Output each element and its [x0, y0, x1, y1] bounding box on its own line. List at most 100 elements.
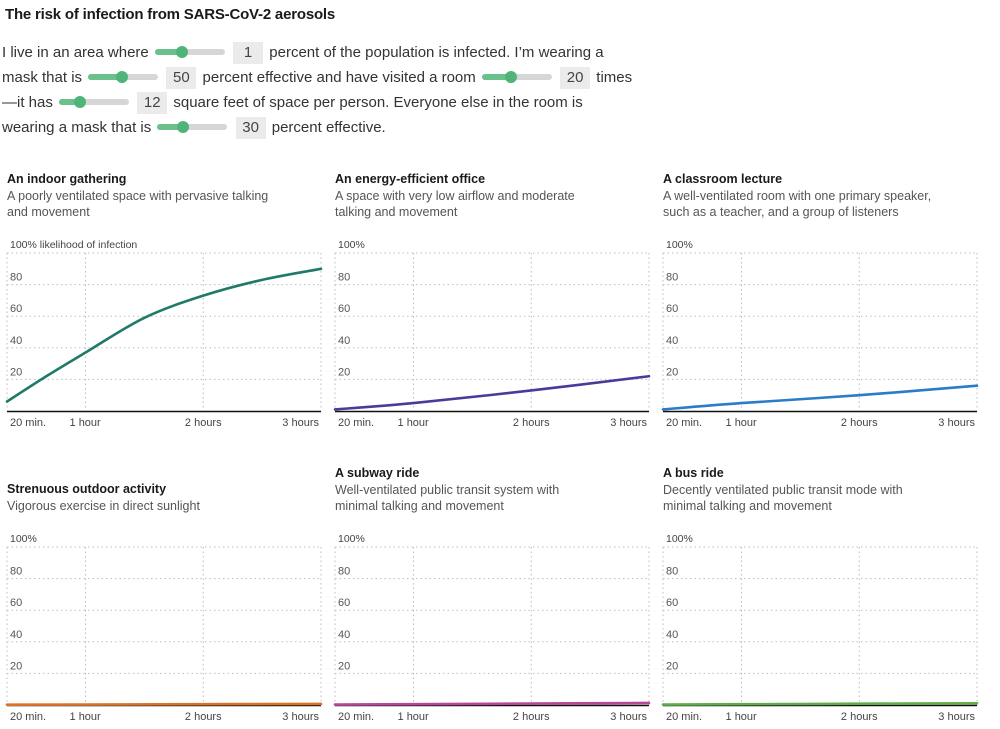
chart-an-indoor-gathering: 100% likelihood of infection 80 60 40 20 20 m…: [5, 239, 323, 429]
y-tick-label: 80: [338, 272, 350, 284]
x-tick-label: 2 hours: [841, 711, 878, 723]
x-tick-label: 2 hours: [513, 711, 550, 723]
x-tick-label: 1 hour: [70, 711, 102, 723]
chart-strenuous-outdoor-activity: 100% 80 60 40 20 20 min. 1 hour 2 hours 3 hours: [5, 533, 323, 723]
series-line-a-subway-ride: [333, 701, 651, 706]
y-tick-label: 60: [666, 303, 678, 315]
chart-subtitle: A well-ventilated room with one primary …: [663, 188, 993, 220]
space-slider[interactable]: [59, 96, 130, 109]
infected-slider[interactable]: [154, 46, 225, 59]
chart-title: A classroom lecture: [663, 172, 783, 186]
y-tick-label: 20: [666, 660, 678, 672]
chart-subtitle-line: such as a teacher, and a group of listen…: [663, 205, 899, 219]
chart-subtitle-line: and movement: [7, 205, 90, 219]
x-tick-label: 1 hour: [726, 711, 758, 723]
chart-title: Strenuous outdoor activity: [7, 482, 167, 496]
intro-text: —it has: [2, 94, 53, 111]
y-tick-label: 80: [666, 272, 678, 284]
chart-subtitle-line: A well-ventilated room with one primary …: [663, 189, 932, 203]
chart-subtitle-line: talking and movement: [335, 205, 458, 219]
y-tick-label: 60: [338, 303, 350, 315]
x-tick-label: 2 hours: [841, 417, 878, 429]
y-tick-label: 80: [10, 272, 22, 284]
y-tick-label: 40: [10, 335, 22, 347]
y-tick-label: 60: [10, 303, 22, 315]
chart-subtitle-line: Vigorous exercise in direct sunlight: [7, 499, 200, 513]
x-tick-label: 2 hours: [513, 417, 550, 429]
chart-subtitle: A poorly ventilated space with pervasive…: [7, 188, 337, 220]
x-tick-label: 2 hours: [185, 711, 222, 723]
intro-text: I live in an area where: [2, 44, 149, 61]
y-tick-label: 60: [10, 597, 22, 609]
x-tick-label: 20 min.: [10, 711, 46, 723]
chart-subtitle-line: Well-ventilated public transit system wi…: [335, 483, 560, 497]
y-axis-top-label: 100%: [10, 533, 37, 545]
chart-subtitle-line: minimal talking and movement: [663, 499, 832, 513]
visits-slider[interactable]: [481, 71, 552, 84]
x-tick-label: 1 hour: [726, 417, 758, 429]
slider-track[interactable]: [59, 99, 130, 106]
x-tick-label: 20 min.: [666, 417, 702, 429]
intro-text: percent effective and have visited a roo…: [202, 69, 476, 86]
chart-subtitle-line: A poorly ventilated space with pervasive…: [7, 189, 269, 203]
intro-text: square feet of space per person. Everyon…: [173, 94, 583, 111]
y-axis-top-label: 100%: [666, 533, 693, 545]
y-tick-label: 40: [338, 629, 350, 641]
x-tick-label: 1 hour: [398, 417, 430, 429]
x-tick-label: 2 hours: [185, 417, 222, 429]
slider-fill: [88, 74, 122, 81]
y-axis-top-label: 100%: [338, 239, 365, 251]
chart-title: A bus ride: [663, 466, 724, 480]
x-tick-label: 3 hours: [938, 711, 975, 723]
x-tick-label: 3 hours: [610, 711, 647, 723]
value-input[interactable]: 30: [235, 117, 266, 139]
y-tick-label: 20: [666, 366, 678, 378]
value-input[interactable]: 12: [137, 92, 168, 114]
intro-line: I live in an area where 1 percent of the…: [2, 40, 604, 65]
intro-line: mask that is 50 percent effective and ha…: [2, 65, 632, 90]
x-tick-label: 1 hour: [70, 417, 102, 429]
slider-thumb[interactable]: [505, 71, 518, 84]
intro-text: percent effective.: [271, 119, 386, 136]
slider-fill: [154, 49, 182, 56]
y-axis-top-label: 100% likelihood of infection: [10, 239, 137, 251]
x-tick-label: 3 hours: [282, 417, 319, 429]
value-input[interactable]: 50: [166, 67, 197, 89]
chart-a-subway-ride: 100% 80 60 40 20 20 min. 1 hour 2 hours 3 hours: [333, 533, 651, 723]
chart-subtitle: Vigorous exercise in direct sunlight: [7, 498, 337, 514]
intro-text: mask that is: [2, 69, 83, 86]
intro-line: —it has 12 square feet of space per pers…: [2, 90, 583, 115]
chart-subtitle: A space with very low airflow and modera…: [335, 188, 665, 220]
slider-track[interactable]: [157, 124, 228, 131]
value-input[interactable]: 1: [233, 42, 264, 64]
chart-subtitle-line: A space with very low airflow and modera…: [335, 189, 575, 203]
intro-line: wearing a mask that is 30 percent effect…: [2, 115, 386, 140]
slider-fill: [59, 99, 81, 106]
y-tick-label: 20: [10, 660, 22, 672]
mask-slider[interactable]: [88, 71, 159, 84]
series-line-a-classroom-lecture: [661, 384, 979, 411]
series-line-an-energy-efficient-office: [333, 374, 651, 411]
series-line-a-bus-ride: [661, 701, 979, 706]
slider-thumb[interactable]: [176, 121, 189, 134]
y-tick-label: 80: [338, 566, 350, 578]
y-tick-label: 80: [10, 566, 22, 578]
others-mask-slider[interactable]: [157, 121, 228, 134]
x-tick-label: 20 min.: [10, 417, 46, 429]
value-input[interactable]: 20: [560, 67, 591, 89]
slider-thumb[interactable]: [115, 71, 128, 84]
slider-thumb[interactable]: [175, 46, 188, 59]
intro-text: percent of the population is infected. I…: [269, 44, 604, 61]
x-tick-label: 3 hours: [282, 711, 319, 723]
y-tick-label: 60: [338, 597, 350, 609]
slider-fill: [481, 74, 512, 81]
x-tick-label: 3 hours: [938, 417, 975, 429]
slider-thumb[interactable]: [74, 96, 87, 109]
chart-subtitle: Decently ventilated public transit mode …: [663, 482, 993, 514]
y-tick-label: 20: [10, 366, 22, 378]
intro-text: times: [596, 69, 633, 86]
x-tick-label: 20 min.: [338, 417, 374, 429]
slider-track[interactable]: [154, 49, 225, 56]
y-tick-label: 20: [338, 660, 350, 672]
chart-title: An energy-efficient office: [335, 172, 486, 186]
